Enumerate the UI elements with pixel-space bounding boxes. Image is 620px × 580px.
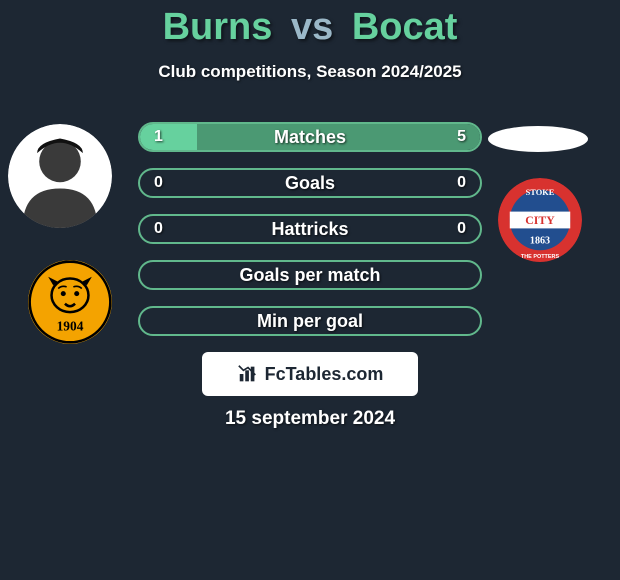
stat-row: Matches1 5 xyxy=(138,122,482,152)
svg-text:1863: 1863 xyxy=(530,236,550,247)
tiger-head-icon: 1904 xyxy=(28,260,112,344)
svg-text:1904: 1904 xyxy=(57,319,84,334)
stoke-city-crest-icon: STOKE CITY 1863 THE POTTERS xyxy=(498,178,582,262)
stat-label: Matches xyxy=(140,124,480,150)
club-right-badge: STOKE CITY 1863 THE POTTERS xyxy=(498,178,582,262)
snapshot-date: 15 september 2024 xyxy=(0,408,620,430)
title-vs: vs xyxy=(291,6,333,48)
title-player-left: Burns xyxy=(163,6,273,48)
stat-row: Hattricks0 0 xyxy=(138,214,482,244)
svg-text:STOKE: STOKE xyxy=(526,188,555,197)
player-left-avatar xyxy=(8,124,112,228)
club-left-badge: 1904 xyxy=(28,260,112,344)
stat-value-right: 0 xyxy=(457,170,466,196)
stat-label: Min per goal xyxy=(140,308,480,334)
stat-value-right: 5 xyxy=(457,124,466,150)
stat-row: Goals per match xyxy=(138,260,482,290)
subtitle: Club competitions, Season 2024/2025 xyxy=(0,62,620,82)
brand-text: FcTables.com xyxy=(265,364,384,385)
stat-value-left: 1 xyxy=(154,124,163,150)
stat-label: Goals per match xyxy=(140,262,480,288)
stat-value-left: 0 xyxy=(154,216,163,242)
person-silhouette-icon xyxy=(8,124,112,228)
stat-value-left: 0 xyxy=(154,170,163,196)
stat-row: Goals0 0 xyxy=(138,168,482,198)
svg-text:CITY: CITY xyxy=(525,214,555,227)
page-title: Burns vs Bocat xyxy=(0,6,620,49)
bar-chart-icon xyxy=(237,363,259,385)
comparison-infographic: Burns vs Bocat Club competitions, Season… xyxy=(0,0,620,580)
svg-text:THE POTTERS: THE POTTERS xyxy=(521,254,560,260)
stat-label: Hattricks xyxy=(140,216,480,242)
title-player-right: Bocat xyxy=(352,6,458,48)
stat-value-right: 0 xyxy=(457,216,466,242)
brand-badge: FcTables.com xyxy=(202,352,418,396)
stat-label: Goals xyxy=(140,170,480,196)
player-right-avatar-placeholder xyxy=(488,126,588,152)
stat-row: Min per goal xyxy=(138,306,482,336)
